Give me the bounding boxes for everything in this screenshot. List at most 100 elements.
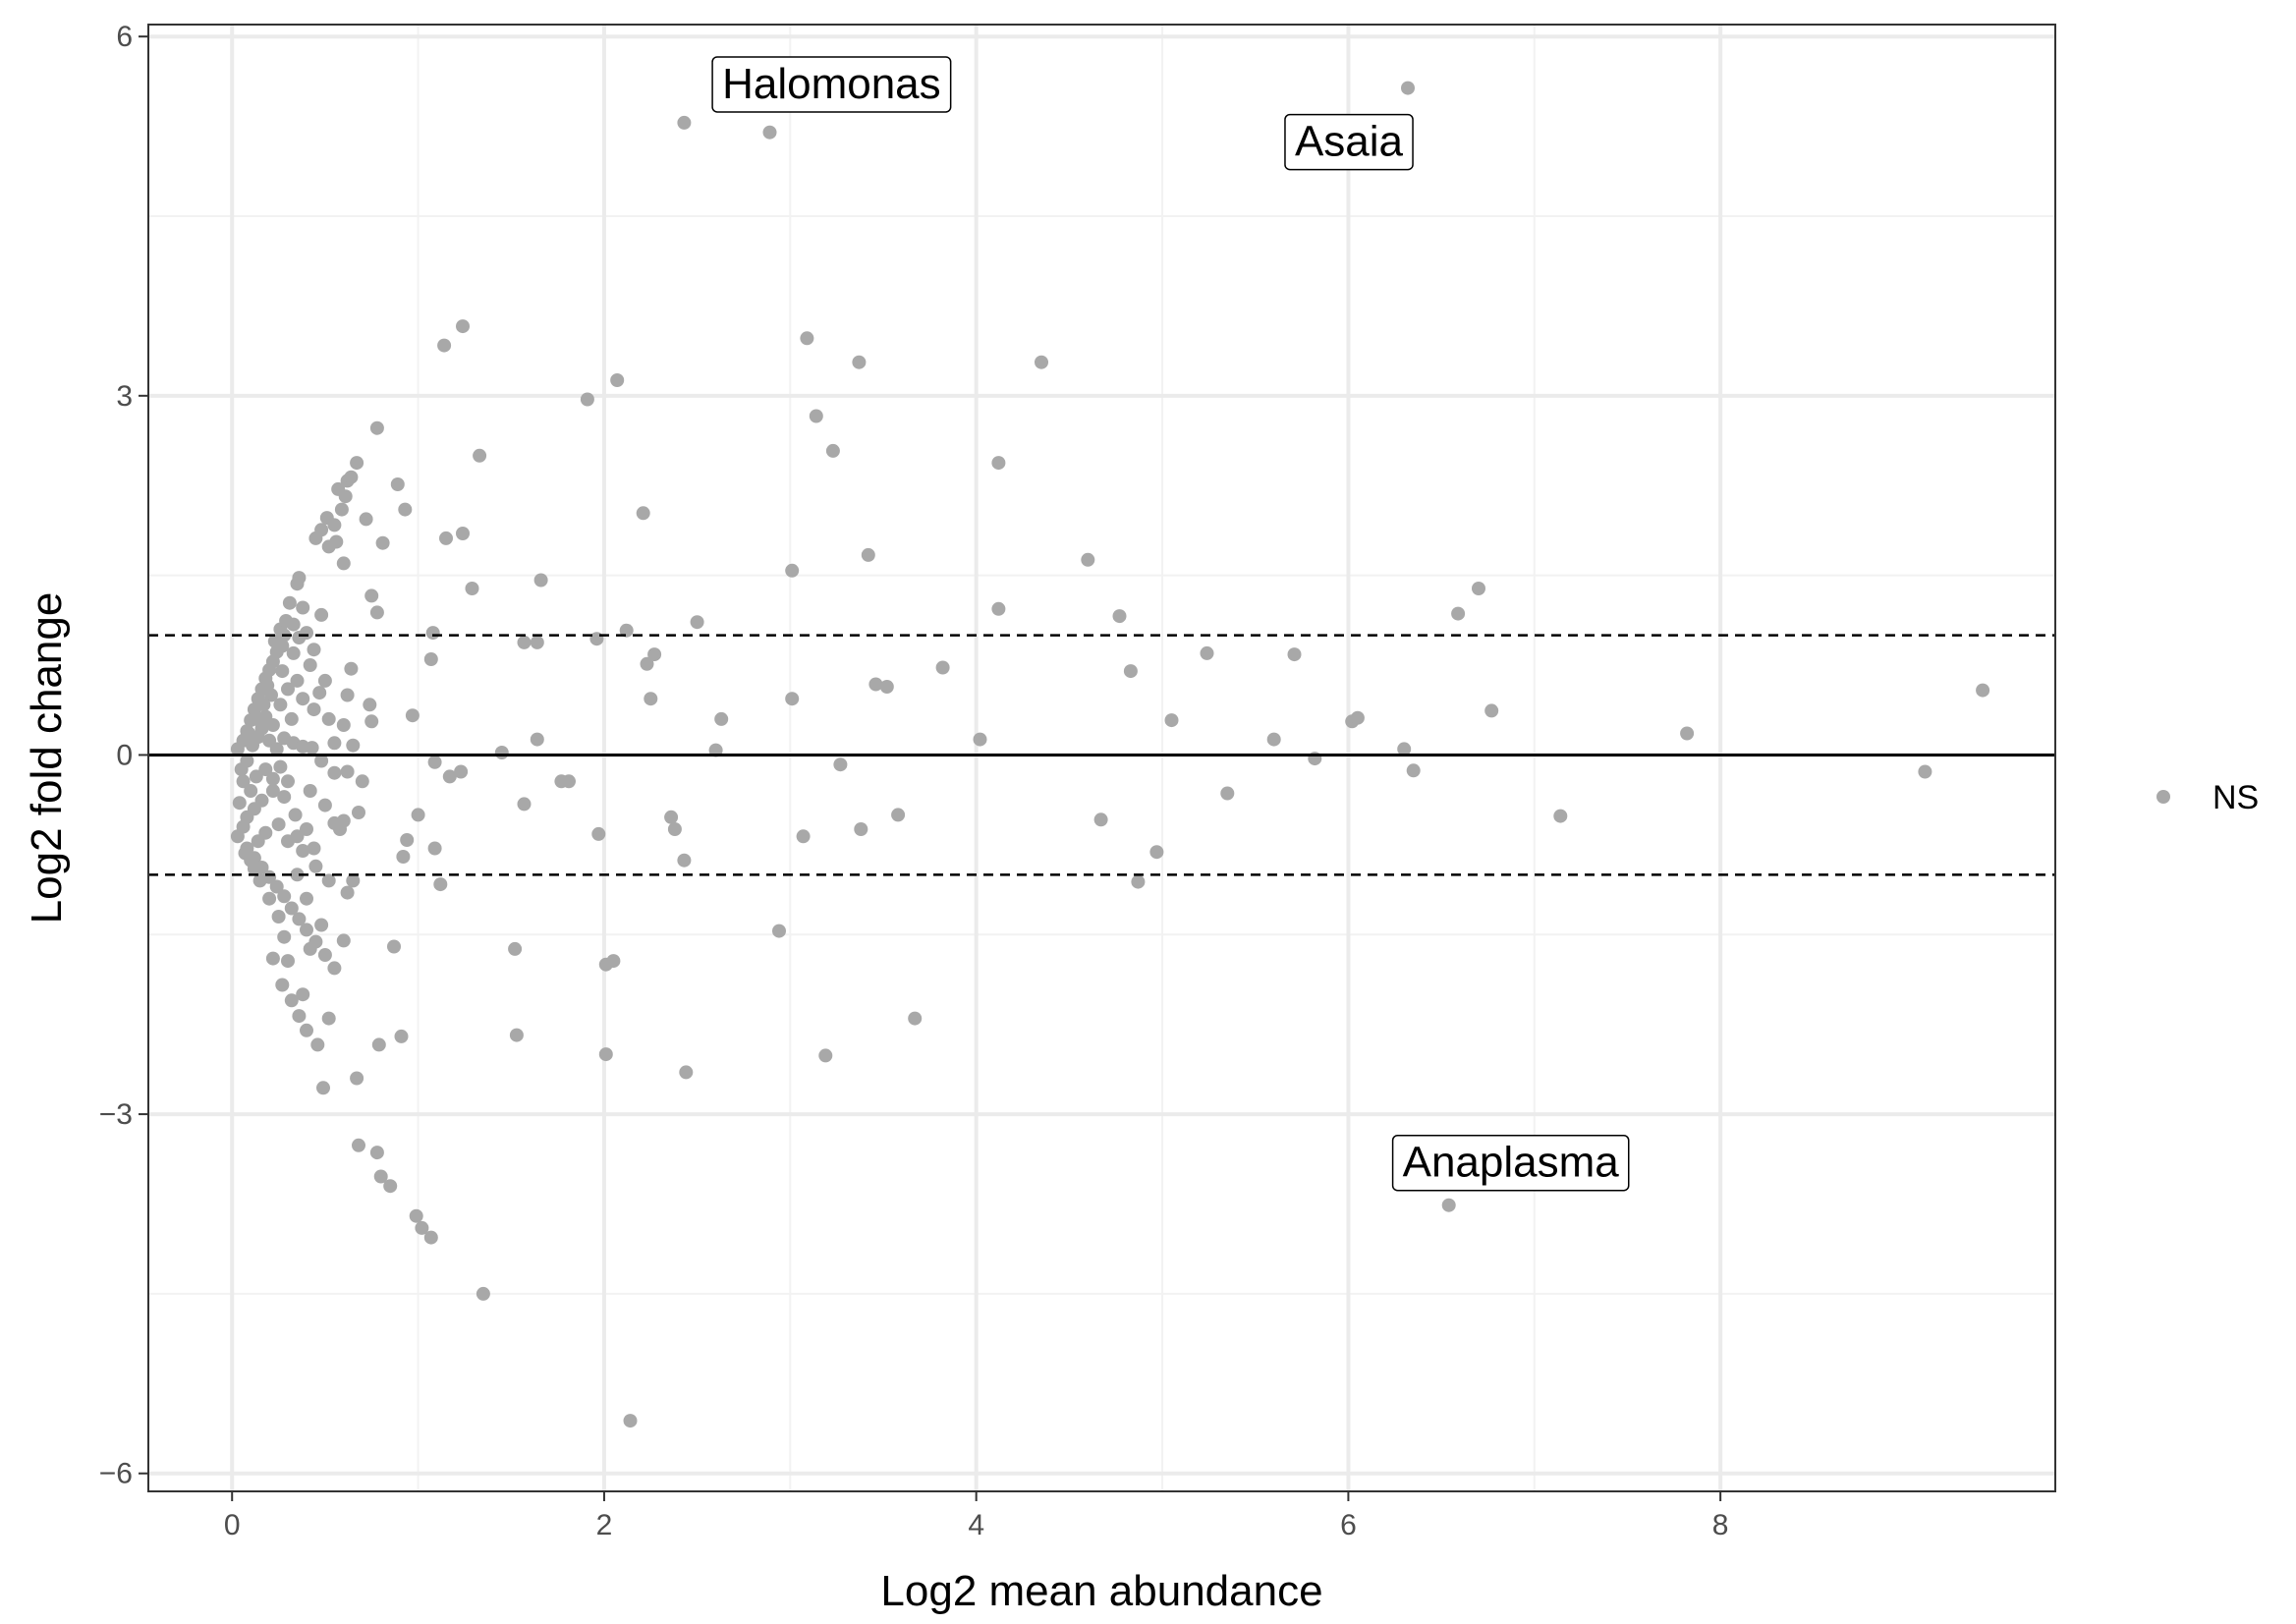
data-point	[336, 718, 351, 732]
y-tick-label: 6	[116, 21, 133, 53]
data-point	[636, 506, 650, 521]
data-point	[350, 1071, 364, 1086]
data-point	[509, 1028, 524, 1042]
data-point	[277, 929, 292, 944]
data-point	[271, 817, 286, 832]
y-tick-label: 3	[116, 380, 133, 413]
data-point	[598, 1047, 613, 1062]
data-point	[262, 891, 277, 906]
data-point	[677, 853, 692, 868]
data-point	[281, 774, 295, 789]
data-point	[284, 993, 299, 1008]
data-point	[284, 711, 299, 726]
data-point	[317, 798, 332, 812]
data-point	[296, 600, 310, 615]
annotation-label: Halomonas	[711, 56, 952, 113]
data-point	[344, 661, 359, 676]
data-point	[517, 635, 532, 649]
legend: NS	[2156, 779, 2259, 816]
data-point	[1451, 606, 1466, 621]
data-point	[256, 698, 271, 712]
annotation-text: Halomonas	[722, 60, 941, 108]
data-point	[714, 711, 729, 726]
y-tick-label: −6	[99, 1458, 133, 1490]
data-point	[265, 784, 280, 798]
data-point	[369, 605, 384, 620]
data-point	[230, 742, 245, 756]
data-point	[281, 682, 295, 697]
data-point	[1680, 726, 1695, 741]
data-point	[991, 456, 1006, 471]
data-point	[277, 790, 292, 805]
data-point	[290, 868, 305, 882]
data-point	[251, 834, 265, 849]
data-point	[456, 527, 470, 540]
data-point	[312, 686, 327, 700]
data-point	[327, 765, 342, 780]
data-point	[1131, 874, 1146, 889]
data-point	[344, 470, 359, 484]
data-point	[258, 762, 273, 777]
data-point	[533, 573, 548, 588]
data-point	[286, 645, 301, 660]
data-point	[265, 771, 280, 786]
data-point	[580, 392, 594, 407]
data-point	[973, 732, 987, 747]
data-point	[249, 769, 263, 784]
data-point	[292, 912, 307, 926]
data-point	[454, 764, 469, 779]
data-point	[340, 688, 355, 702]
data-point	[327, 961, 342, 976]
data-point	[300, 822, 313, 836]
data-point	[359, 512, 373, 527]
y-axis-title: Log2 fold change	[23, 592, 71, 924]
data-point	[369, 420, 384, 435]
data-point	[1093, 812, 1108, 827]
data-point	[314, 918, 329, 932]
data-point	[427, 755, 442, 769]
data-point	[554, 774, 569, 789]
data-point	[373, 1169, 388, 1184]
minor-gridlines	[148, 25, 2055, 1491]
data-point	[371, 1037, 386, 1052]
annotation-text: Anaplasma	[1403, 1139, 1620, 1187]
data-point	[411, 808, 425, 822]
data-point	[398, 502, 413, 517]
data-point	[796, 829, 811, 844]
data-point	[1553, 809, 1568, 823]
data-point	[530, 732, 544, 747]
data-point	[1441, 1198, 1456, 1212]
data-point	[409, 1208, 423, 1223]
data-point	[908, 1011, 923, 1026]
data-point	[303, 784, 317, 798]
data-point	[296, 844, 310, 858]
data-point	[991, 601, 1006, 616]
data-point	[891, 808, 906, 822]
data-point	[275, 664, 290, 679]
data-point	[290, 829, 305, 844]
data-point	[288, 808, 303, 822]
data-point	[1397, 742, 1412, 756]
data-point	[1472, 582, 1485, 595]
data-point	[610, 373, 625, 387]
annotation-text: Asaia	[1295, 118, 1404, 166]
data-point	[517, 797, 532, 812]
x-tick-label: 6	[1340, 1509, 1357, 1541]
data-point	[623, 1414, 638, 1428]
data-point	[334, 502, 349, 517]
data-point	[277, 889, 292, 904]
data-point	[589, 632, 604, 646]
data-point	[363, 698, 377, 712]
data-point	[530, 635, 544, 649]
x-tick-label: 0	[224, 1509, 241, 1541]
data-point	[290, 673, 305, 688]
data-point	[677, 115, 692, 130]
x-axis-title: Log2 mean abundance	[880, 1567, 1322, 1615]
data-point	[427, 841, 442, 856]
data-point	[433, 877, 448, 892]
data-point	[387, 939, 401, 954]
data-point	[425, 626, 440, 641]
x-tick-label: 4	[968, 1509, 984, 1541]
data-point	[809, 409, 823, 423]
data-point	[369, 1146, 384, 1160]
